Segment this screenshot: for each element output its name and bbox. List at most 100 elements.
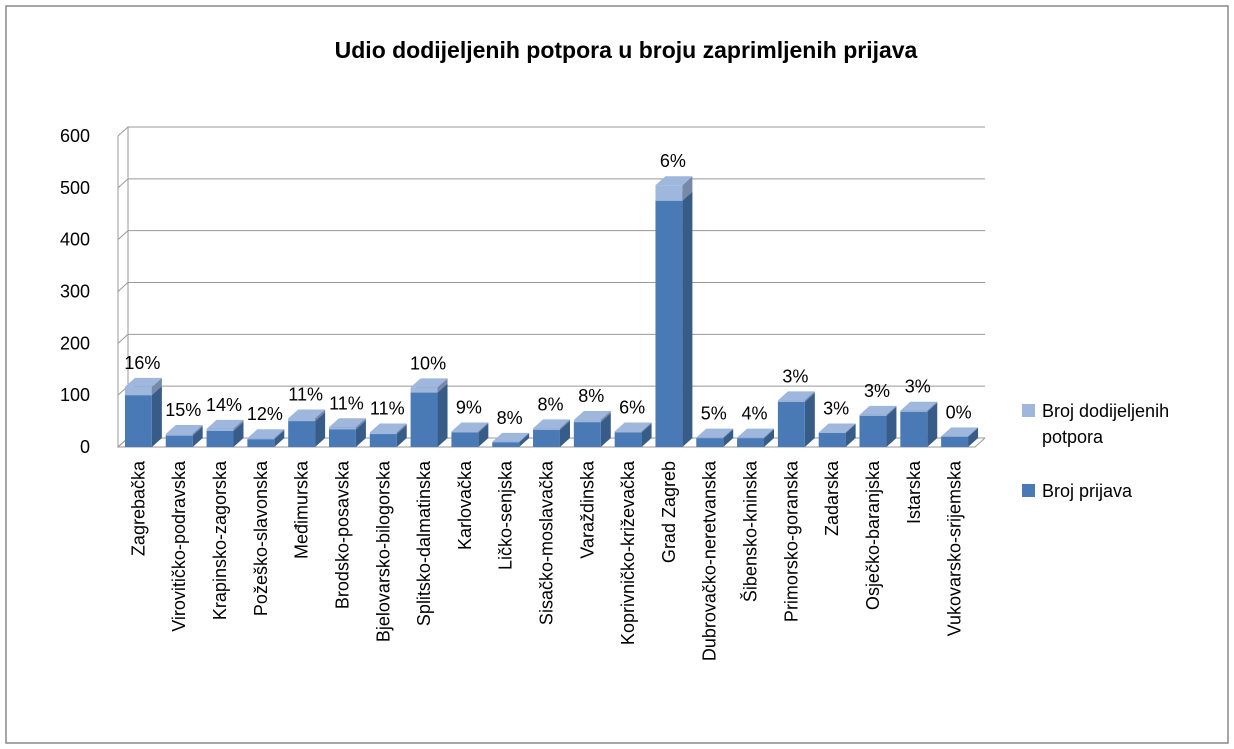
data-label: 4% bbox=[742, 404, 768, 424]
data-label: 11% bbox=[370, 398, 405, 418]
bar-side bbox=[396, 425, 407, 447]
bar-side bbox=[804, 391, 815, 402]
bar-side bbox=[723, 428, 734, 439]
bar bbox=[410, 392, 438, 447]
x-tick-label: Požeško-slavonska bbox=[251, 460, 271, 616]
data-label: 8% bbox=[578, 386, 604, 406]
bar-top bbox=[900, 401, 938, 411]
x-tick-label: Koprivničko-križevačka bbox=[618, 460, 638, 645]
data-label: 5% bbox=[701, 404, 727, 424]
bar bbox=[369, 434, 397, 447]
bar bbox=[777, 401, 805, 447]
bar bbox=[900, 411, 928, 447]
x-tick-label: Virovitičko-podravska bbox=[169, 460, 189, 632]
bar-side bbox=[682, 176, 693, 201]
bar-side bbox=[927, 402, 938, 447]
x-tick-label: Karlovačka bbox=[455, 460, 475, 550]
bar-top bbox=[614, 422, 652, 432]
bar bbox=[573, 420, 601, 423]
bar bbox=[165, 435, 193, 447]
data-label: 11% bbox=[329, 393, 364, 413]
bar bbox=[900, 410, 928, 412]
y-tick-label: 500 bbox=[60, 178, 90, 198]
legend: Broj dodijeljenih potpora Broj prijava bbox=[1022, 398, 1222, 532]
bar-top bbox=[328, 418, 366, 428]
bar-top bbox=[533, 419, 570, 429]
bar-side bbox=[437, 378, 448, 393]
data-label: 14% bbox=[206, 395, 242, 415]
bar-side bbox=[927, 401, 938, 412]
bar bbox=[206, 430, 234, 447]
bar-side bbox=[886, 405, 897, 416]
bar-side bbox=[355, 420, 366, 447]
bar bbox=[818, 433, 846, 447]
data-label: 3% bbox=[782, 366, 808, 386]
bar-side bbox=[723, 429, 734, 447]
data-label: 6% bbox=[660, 151, 686, 171]
bar-side bbox=[396, 423, 407, 435]
bar-side bbox=[478, 422, 489, 433]
grid-line bbox=[117, 282, 985, 292]
bar-side bbox=[274, 429, 285, 440]
data-label: 6% bbox=[619, 397, 645, 417]
data-label: 10% bbox=[410, 353, 446, 373]
bar bbox=[328, 429, 356, 447]
bar bbox=[247, 439, 275, 447]
x-tick-label: Zadarska bbox=[822, 460, 842, 536]
bar bbox=[124, 395, 152, 447]
bar-top bbox=[451, 422, 489, 432]
x-tick-label: Dubrovačko-neretvanska bbox=[700, 460, 720, 661]
bar-side bbox=[478, 423, 489, 447]
x-tick-label: Ličko-senjska bbox=[496, 460, 516, 570]
x-tick-label: Međimurska bbox=[292, 460, 312, 559]
bar bbox=[288, 418, 316, 422]
bar-side bbox=[845, 423, 856, 434]
data-label: 15% bbox=[165, 400, 201, 420]
bar-side bbox=[764, 429, 775, 447]
y-tick-label: 100 bbox=[60, 385, 90, 405]
bar-side bbox=[233, 421, 244, 447]
x-tick-label: Istarska bbox=[904, 460, 924, 524]
data-label: 8% bbox=[537, 394, 563, 414]
bar bbox=[573, 422, 601, 447]
bar bbox=[165, 434, 193, 436]
y-tick-label: 600 bbox=[60, 126, 90, 146]
bar-top bbox=[410, 378, 448, 388]
bar-side bbox=[600, 413, 611, 447]
bar-top bbox=[859, 405, 897, 415]
bar-side bbox=[559, 420, 570, 447]
bar bbox=[696, 438, 724, 447]
bar bbox=[655, 200, 683, 447]
bar-side bbox=[764, 428, 775, 439]
bar-side bbox=[559, 419, 570, 430]
legend-item: Broj prijava bbox=[1022, 478, 1222, 504]
legend-label: Broj dodijeljenih potpora bbox=[1042, 401, 1170, 447]
bar bbox=[451, 431, 479, 433]
bar-side bbox=[437, 383, 448, 447]
bar-side bbox=[315, 409, 326, 422]
bar-top bbox=[288, 409, 326, 419]
bar bbox=[859, 415, 887, 447]
chart-title: Udio dodijeljenih potpora u broju zaprim… bbox=[335, 37, 918, 63]
grid-line bbox=[117, 333, 985, 344]
bar-side bbox=[641, 423, 652, 447]
bar-top bbox=[777, 391, 815, 401]
bar bbox=[777, 400, 805, 402]
bar bbox=[328, 427, 356, 430]
bar-side bbox=[641, 422, 652, 433]
x-tick-label: Šibensko-kninska bbox=[740, 460, 761, 602]
bar bbox=[492, 442, 520, 447]
data-label: 8% bbox=[497, 408, 523, 428]
bar-top bbox=[655, 176, 693, 186]
bar-side bbox=[519, 432, 530, 443]
bar-side bbox=[886, 406, 897, 447]
bar-top bbox=[165, 425, 203, 435]
x-tick-label: Sisačko-moslavačka bbox=[537, 460, 557, 625]
bar bbox=[247, 438, 275, 440]
x-tick-label: Krapinsko-zagorska bbox=[210, 460, 230, 620]
bar-side bbox=[192, 426, 203, 447]
grid-line bbox=[117, 230, 985, 241]
x-tick-label: Splitsko-dalmatinska bbox=[414, 460, 434, 626]
